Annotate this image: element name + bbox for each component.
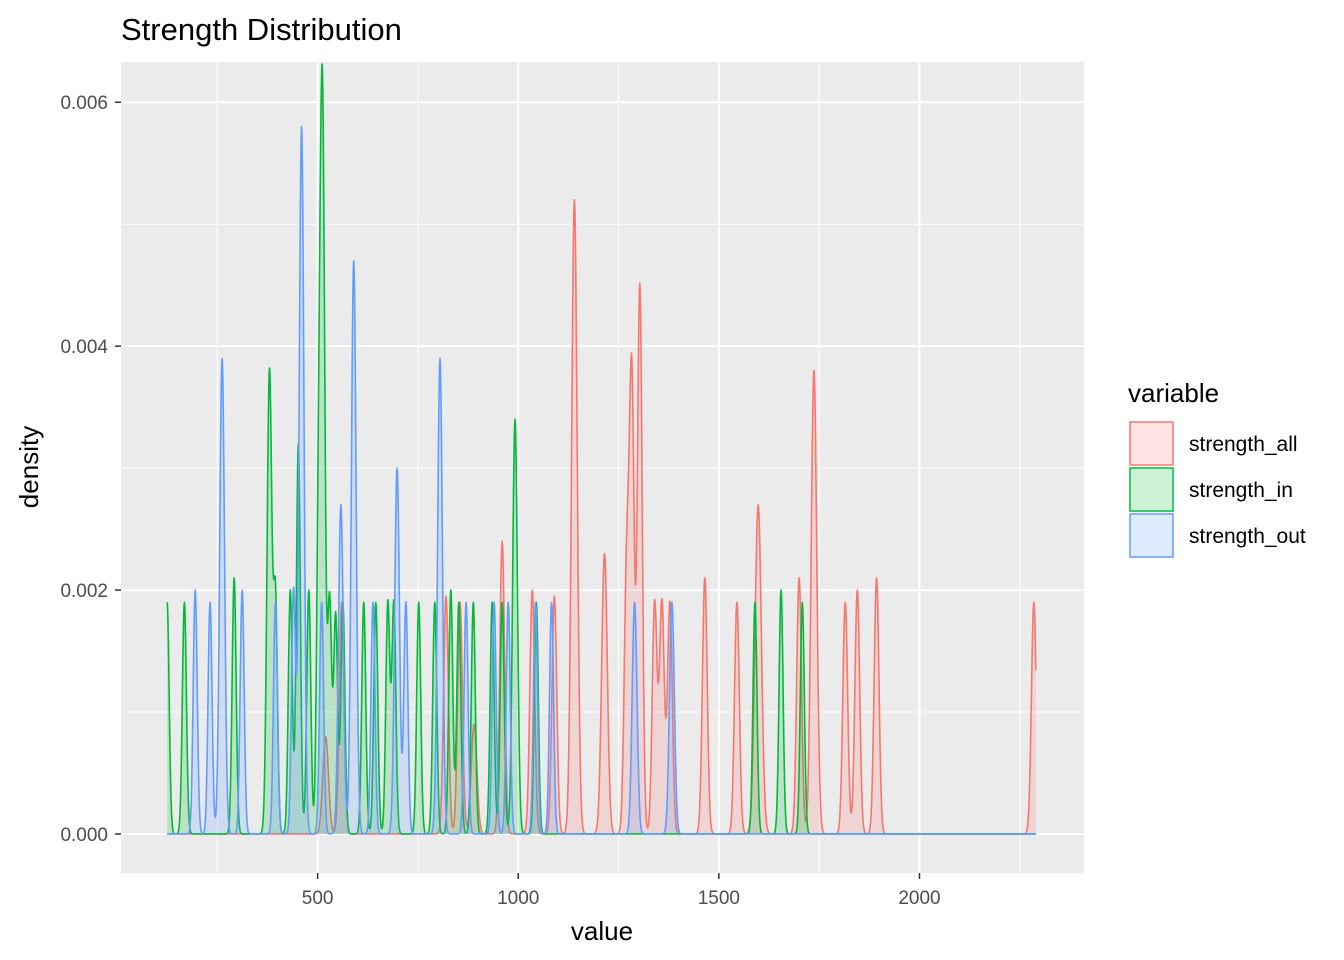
y-tick-label: 0.004 [60, 337, 108, 358]
legend: variable strength_all strength_in strength… [1128, 378, 1306, 558]
density-series [166, 63, 1037, 835]
y-tick-label: 0.000 [60, 825, 108, 846]
legend-key-strength_in [1129, 467, 1174, 512]
x-tick-label: 2000 [898, 888, 940, 909]
axes: 500 1000 1500 2000 0.000 0.002 0.004 0.006 [60, 93, 940, 909]
x-tick-label: 1500 [698, 888, 740, 909]
y-tick-label: 0.002 [60, 581, 108, 602]
legend-label-strength_all: strength_all [1189, 433, 1298, 456]
plot-panel [121, 62, 1084, 873]
chart-title: Strength Distribution [121, 12, 402, 47]
density-line-strength_out [166, 125, 1037, 835]
x-axis-title: value [571, 916, 633, 946]
legend-key-strength_out [1129, 513, 1174, 558]
legend-label-strength_in: strength_in [1189, 479, 1293, 502]
legend-label-strength_out: strength_out [1189, 525, 1306, 548]
legend-title: variable [1128, 378, 1219, 408]
minor-gridlines [121, 62, 1084, 873]
x-tick-label: 500 [302, 888, 334, 909]
x-tick-label: 1000 [497, 888, 539, 909]
y-tick-label: 0.006 [60, 93, 108, 114]
y-axis-title: density [14, 426, 44, 508]
legend-key-strength_all [1129, 421, 1174, 466]
